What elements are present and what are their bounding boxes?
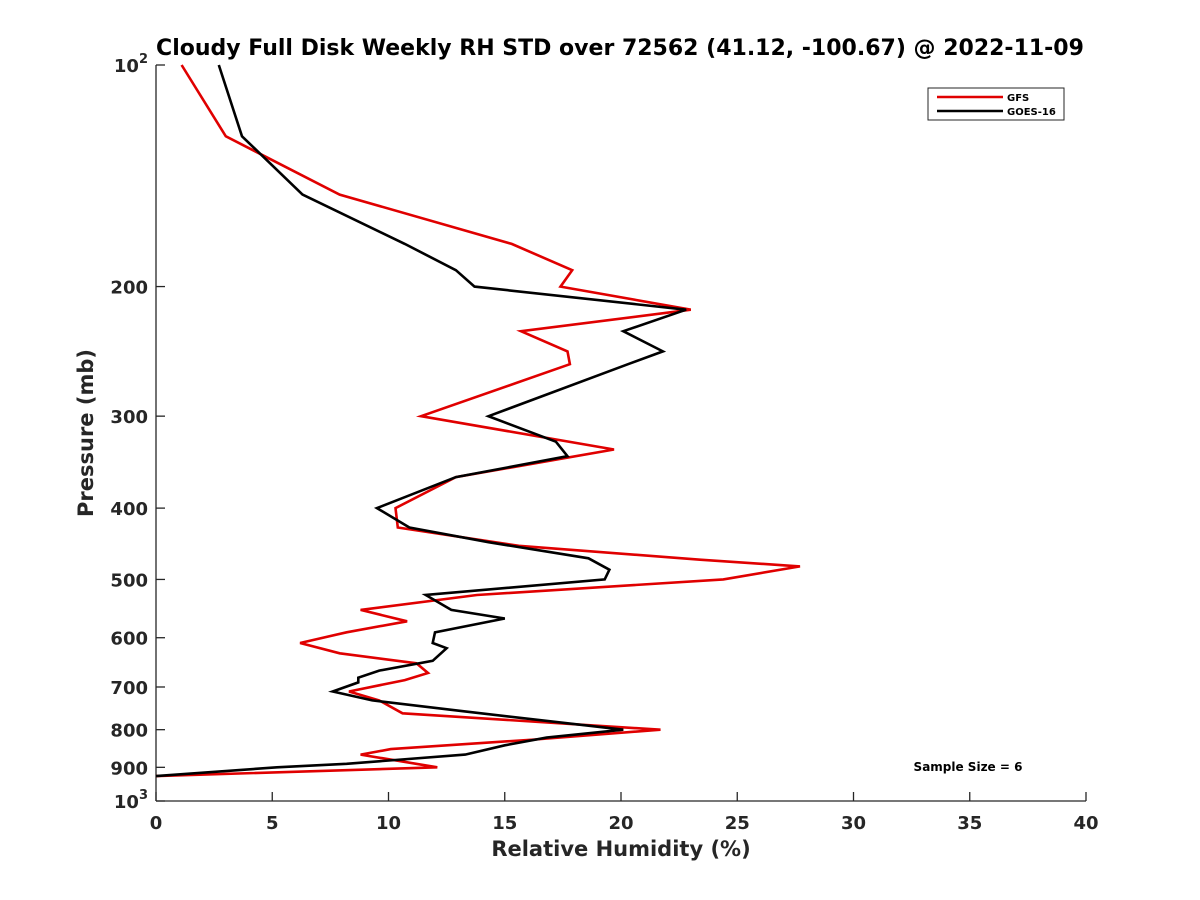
x-tick-label: 40 <box>1073 813 1098 834</box>
x-axis-ticks: 0 5 10 15 20 25 30 35 40 <box>150 792 1099 834</box>
y-tick-label: 600 <box>110 629 148 650</box>
y-tick-label: 300 <box>110 407 148 428</box>
y-tick-label: 500 <box>110 570 148 591</box>
x-tick-label: 15 <box>492 813 517 834</box>
x-tick-label: 30 <box>841 813 866 834</box>
y-axis-label: Pressure (mb) <box>74 349 98 517</box>
y-tick-label: 102 <box>114 52 148 77</box>
x-axis-label: Relative Humidity (%) <box>491 837 750 861</box>
y-tick-label: 900 <box>110 758 148 779</box>
y-tick-label: 200 <box>110 278 148 299</box>
chart-legend: GFS GOES-16 <box>927 87 1065 121</box>
x-tick-label: 0 <box>150 813 163 834</box>
series-line-goes-16 <box>155 64 687 778</box>
series-line-gfs <box>155 64 801 778</box>
x-tick-label: 20 <box>608 813 633 834</box>
chart-title: Cloudy Full Disk Weekly RH STD over 7256… <box>156 36 1084 61</box>
x-tick-label: 35 <box>957 813 982 834</box>
y-tick-label: 700 <box>110 678 148 699</box>
y-axis-ticks: 102 200 300 400 500 600 700 800 900 103 <box>110 52 165 813</box>
y-tick-label: 800 <box>110 721 148 742</box>
x-tick-label: 25 <box>725 813 750 834</box>
legend-box <box>927 87 1065 121</box>
legend-label: GOES-16 <box>1007 107 1056 118</box>
y-tick-label: 400 <box>110 499 148 520</box>
x-tick-label: 10 <box>376 813 401 834</box>
x-tick-label: 5 <box>266 813 279 834</box>
sample-size-annotation: Sample Size = 6 <box>914 760 1023 774</box>
series-lines <box>155 64 801 778</box>
legend-label: GFS <box>1007 93 1029 104</box>
y-tick-label: 103 <box>114 788 148 813</box>
plot-axes <box>155 65 1086 802</box>
